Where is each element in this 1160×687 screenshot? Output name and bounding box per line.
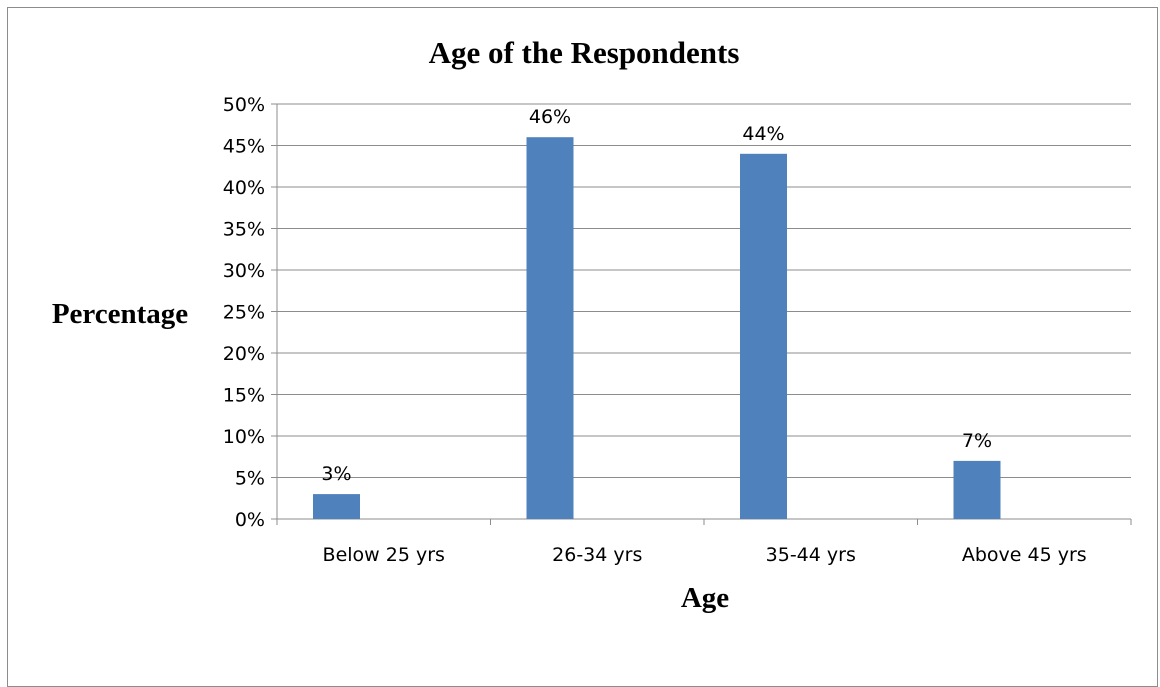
y-tick-label: 0% <box>235 509 265 531</box>
x-tick-label: 26-34 yrs <box>552 544 642 566</box>
y-tick-label: 25% <box>223 302 265 324</box>
bar <box>953 460 1001 519</box>
gridlines <box>277 103 1131 478</box>
chart-frame <box>7 7 1158 687</box>
x-tick-label: 35-44 yrs <box>766 544 856 566</box>
y-axis-title: Percentage <box>52 298 188 330</box>
bar <box>313 494 360 519</box>
data-label: 44% <box>742 123 784 145</box>
bars <box>313 137 1001 520</box>
data-label: 7% <box>962 430 992 452</box>
y-tick-label: 20% <box>223 343 265 365</box>
y-tick-label: 5% <box>235 468 265 490</box>
y-tick-label: 45% <box>223 136 265 158</box>
data-label: 46% <box>529 106 571 128</box>
y-tick-label: 35% <box>223 219 265 241</box>
y-tick-label: 40% <box>223 177 265 199</box>
bar <box>526 137 574 519</box>
y-tick-label: 50% <box>223 94 265 116</box>
y-tick-labels: 0% 5% 10% 15% 20% 25% 30% 35% 40% 45% 50% <box>223 94 265 531</box>
x-tick-label: Above 45 yrs <box>962 544 1087 566</box>
data-labels: 3% 46% 44% 7% <box>321 106 992 485</box>
x-tick-labels: Below 25 yrs 26-34 yrs 35-44 yrs Above 45 y… <box>323 544 1087 566</box>
y-tick-label: 15% <box>223 385 265 407</box>
y-tick-label: 10% <box>223 426 265 448</box>
bar <box>740 153 787 520</box>
x-axis-title: Age <box>681 582 729 614</box>
data-label: 3% <box>321 463 351 485</box>
chart-title: Age of the Respondents <box>429 35 740 70</box>
x-tick-label: Below 25 yrs <box>323 544 445 566</box>
y-tick-label: 30% <box>223 260 265 282</box>
axes <box>271 103 1132 525</box>
